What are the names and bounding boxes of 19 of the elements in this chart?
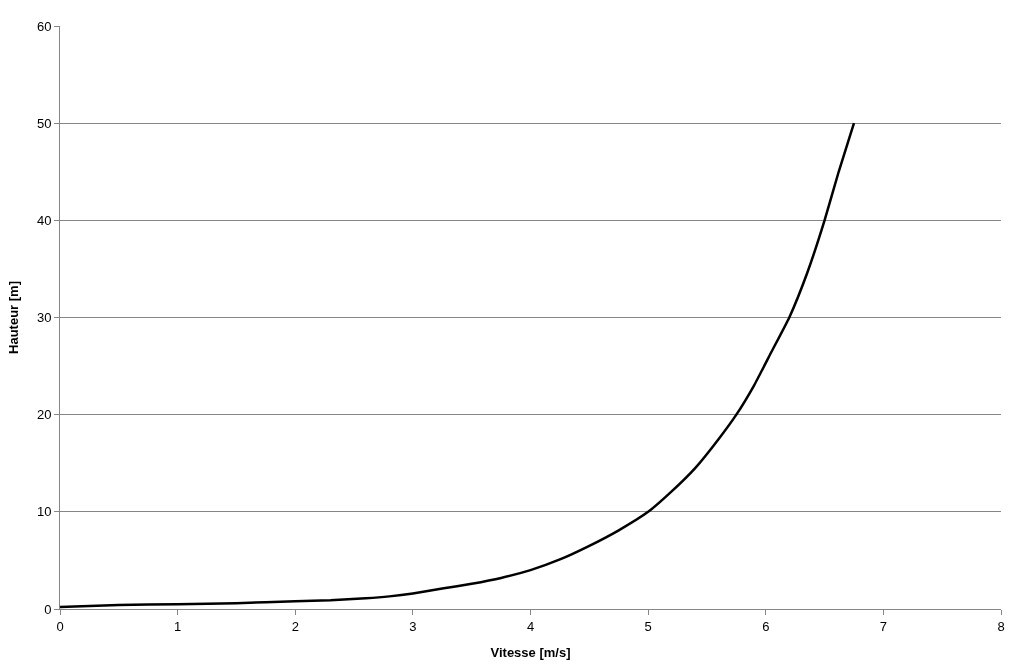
line-series [60,121,856,609]
y-tick-label: 10 [36,504,52,520]
y-axis-title: Hauteur [m] [5,281,21,354]
y-tick-label: 50 [36,115,52,131]
x-tick-label: 8 [997,618,1005,634]
x-tick-label: 5 [644,618,652,634]
y-tick-label: 60 [36,18,52,34]
x-tick-label: 4 [526,618,535,634]
y-tick-label: 0 [44,601,52,617]
x-tick-label: 7 [879,618,887,634]
x-tick-label: 3 [409,618,417,634]
x-axis-title: Vitesse [m/s] [490,645,571,661]
y-tick-label: 30 [36,310,52,326]
x-tick-label: 1 [174,618,182,634]
y-tick-label: 20 [36,407,52,423]
x-tick-label: 6 [762,618,770,634]
x-tick-label: 2 [291,618,299,634]
x-tick-label: 0 [56,618,64,634]
y-tick-label: 40 [36,212,52,228]
